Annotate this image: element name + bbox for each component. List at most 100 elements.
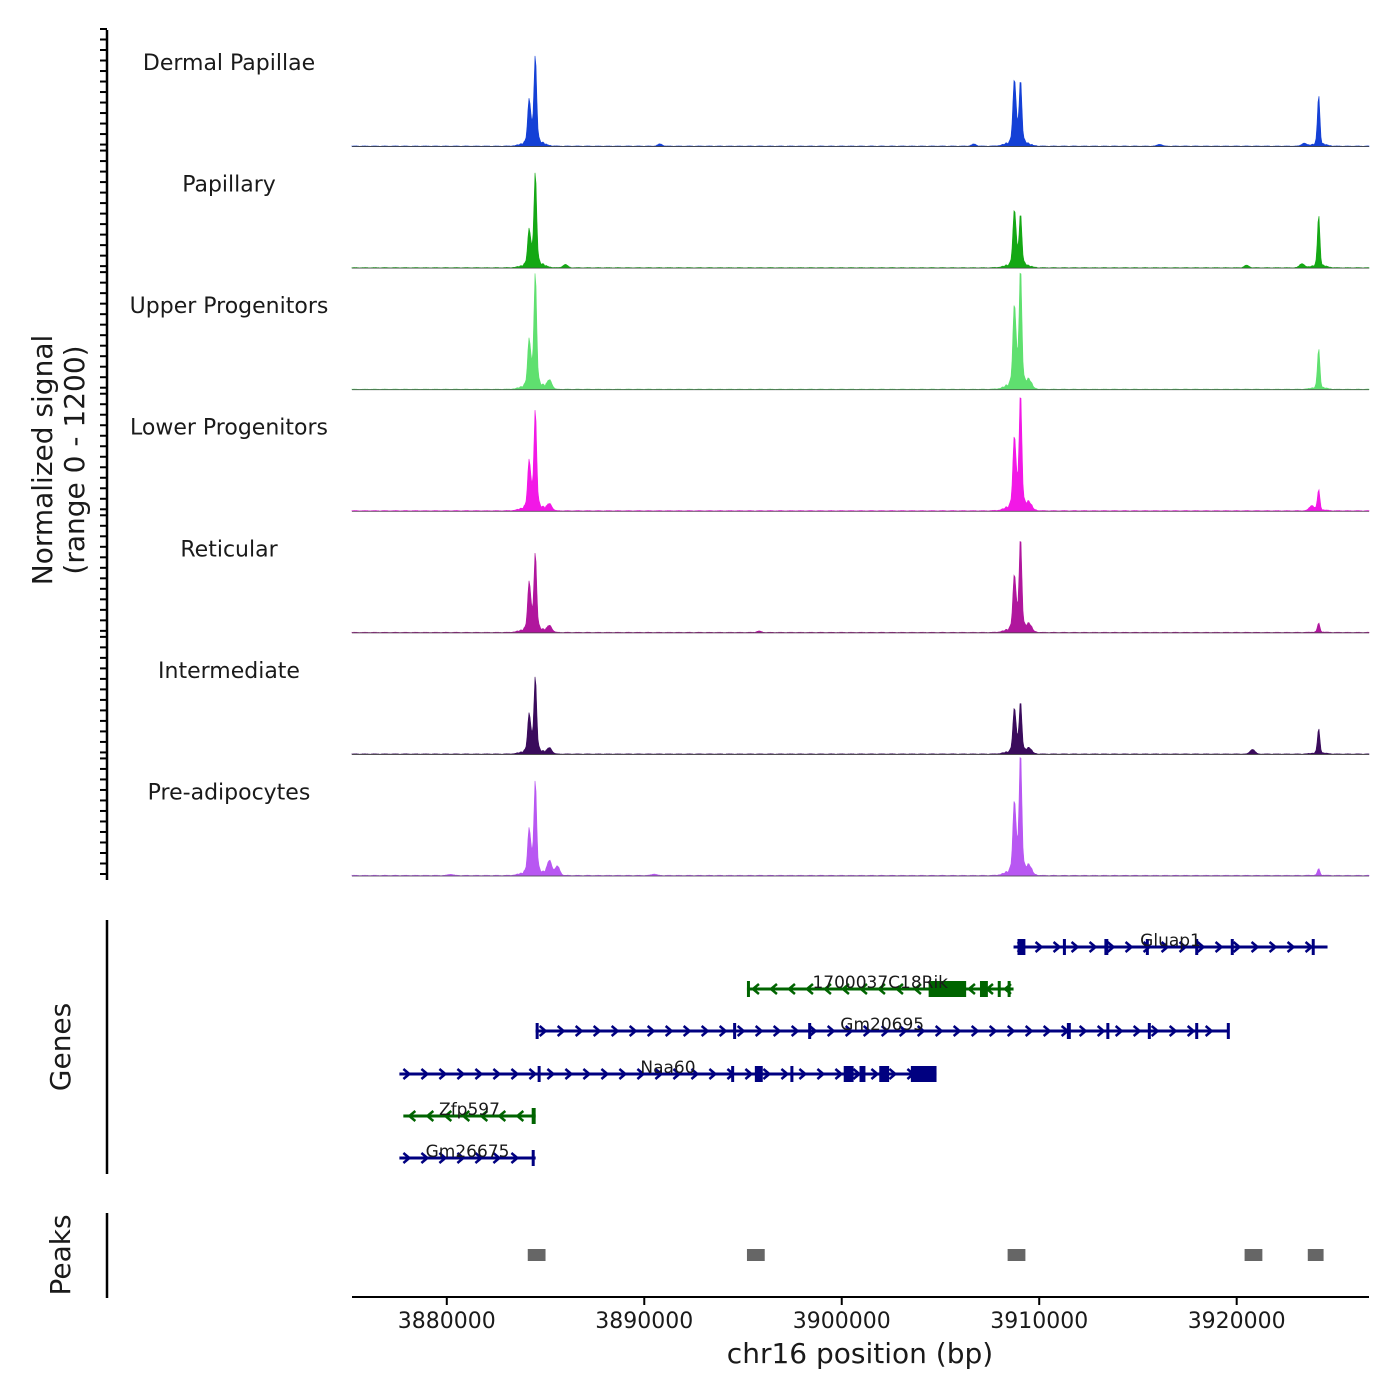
strand-arrow [862,1025,872,1037]
signal-area [351,541,1370,634]
strand-arrow [1042,1025,1052,1037]
x-tick-label: 3900000 [793,1309,891,1334]
gene-gm20695: Gm20695 [535,1015,1230,1039]
strand-arrow [474,1152,484,1164]
signal-y-axis [100,28,109,880]
strand-arrow [736,1025,746,1037]
strand-arrow [1006,1025,1016,1037]
strand-arrow [1150,1025,1160,1037]
x-tick-label: 3890000 [595,1309,693,1334]
strand-arrow [1024,1025,1034,1037]
peaks-panel [527,1249,1324,1261]
exon [1104,939,1109,955]
gene-label: 1700037C18Rik [812,973,948,993]
gene-naa60: Naa60 [399,1058,937,1082]
gene-label: Gluap1 [1140,931,1201,951]
strand-arrow [826,1025,836,1037]
strand-arrow [556,1025,566,1037]
strand-arrow [538,1025,548,1037]
track-dermal-papillae: Dermal Papillae [143,51,1370,147]
strand-arrow [628,1025,638,1037]
track-label: Upper Progenitors [130,294,329,319]
exon [979,981,988,997]
y-axis-title-line1: Normalized signal [26,335,59,586]
strand-arrow [564,1068,574,1080]
strand-arrow [808,1025,818,1037]
exon [731,1066,735,1082]
strand-arrow [1160,941,1170,953]
peak-region [1244,1249,1263,1261]
peak-region [746,1249,765,1261]
strand-arrow [402,1068,412,1080]
track-intermediate: Intermediate [158,659,1370,755]
x-axis-ticks: 3880000 3890000 3900000 3910000 3920000 [398,1297,1286,1334]
exon [733,1023,737,1039]
strand-arrow [916,1025,926,1037]
strand-arrow [762,1068,772,1080]
strand-arrow [700,1025,710,1037]
signal-area [351,676,1370,755]
strand-arrow [402,1152,412,1164]
exon [1147,1023,1151,1039]
strand-arrow [750,983,760,995]
track-pre-adipocytes: Pre-adipocytes [148,757,1370,877]
strand-arrow [912,983,922,995]
strand-arrow [966,983,976,995]
strand-arrow [1070,941,1080,953]
strand-arrow [816,1068,826,1080]
strand-arrow [798,1068,808,1080]
x-tick-label: 3880000 [398,1309,496,1334]
peaks-track-label: Peaks [44,1214,77,1295]
genes-track-label: Genes [44,1003,77,1091]
strand-arrow [1034,941,1044,953]
signal-area [351,55,1370,147]
strand-arrow [420,1068,430,1080]
strand-arrow [438,1152,448,1164]
strand-arrow [1124,941,1134,953]
strand-arrow [1178,941,1188,953]
strand-arrow [672,1068,682,1080]
gene-label: Zfp597 [439,1100,500,1120]
exon [1106,1023,1110,1039]
peak-region [1007,1249,1026,1261]
strand-arrow [898,1025,908,1037]
strand-arrow [754,1025,764,1037]
strand-arrow [438,1068,448,1080]
strand-arrow [664,1025,674,1037]
gene-gluap1: Gluap1 [1013,931,1328,955]
strand-arrow [772,1025,782,1037]
gene-gm26675: Gm26675 [399,1142,536,1166]
strand-arrow [1186,1025,1196,1037]
signal-area [351,272,1370,391]
exon [1226,1023,1230,1039]
strand-arrow [636,1068,646,1080]
strand-arrow [790,1025,800,1037]
strand-arrow [988,1025,998,1037]
track-label: Pre-adipocytes [148,780,311,805]
strand-arrow [1268,941,1278,953]
strand-arrow [461,1110,471,1122]
strand-arrow [510,1068,520,1080]
strand-arrow [786,983,796,995]
track-label: Intermediate [158,659,300,684]
strand-arrow [1052,941,1062,953]
strand-arrow [1196,941,1206,953]
strand-arrow [443,1110,453,1122]
x-tick-label: 3920000 [1188,1309,1286,1334]
track-label: Dermal Papillae [143,51,315,76]
strand-arrow [618,1068,628,1080]
track-lower-progenitors: Lower Progenitors [130,397,1370,512]
exon [1017,939,1026,955]
strand-arrow [1114,1025,1124,1037]
strand-arrow [844,1025,854,1037]
exon [754,1066,763,1082]
strand-arrow [894,983,904,995]
strand-arrow [1088,941,1098,953]
strand-arrow [718,1025,728,1037]
strand-arrow [456,1152,466,1164]
exon [1066,1023,1071,1039]
strand-arrow [654,1068,664,1080]
exon [997,981,1001,997]
strand-arrow [768,983,778,995]
exon [928,981,967,997]
